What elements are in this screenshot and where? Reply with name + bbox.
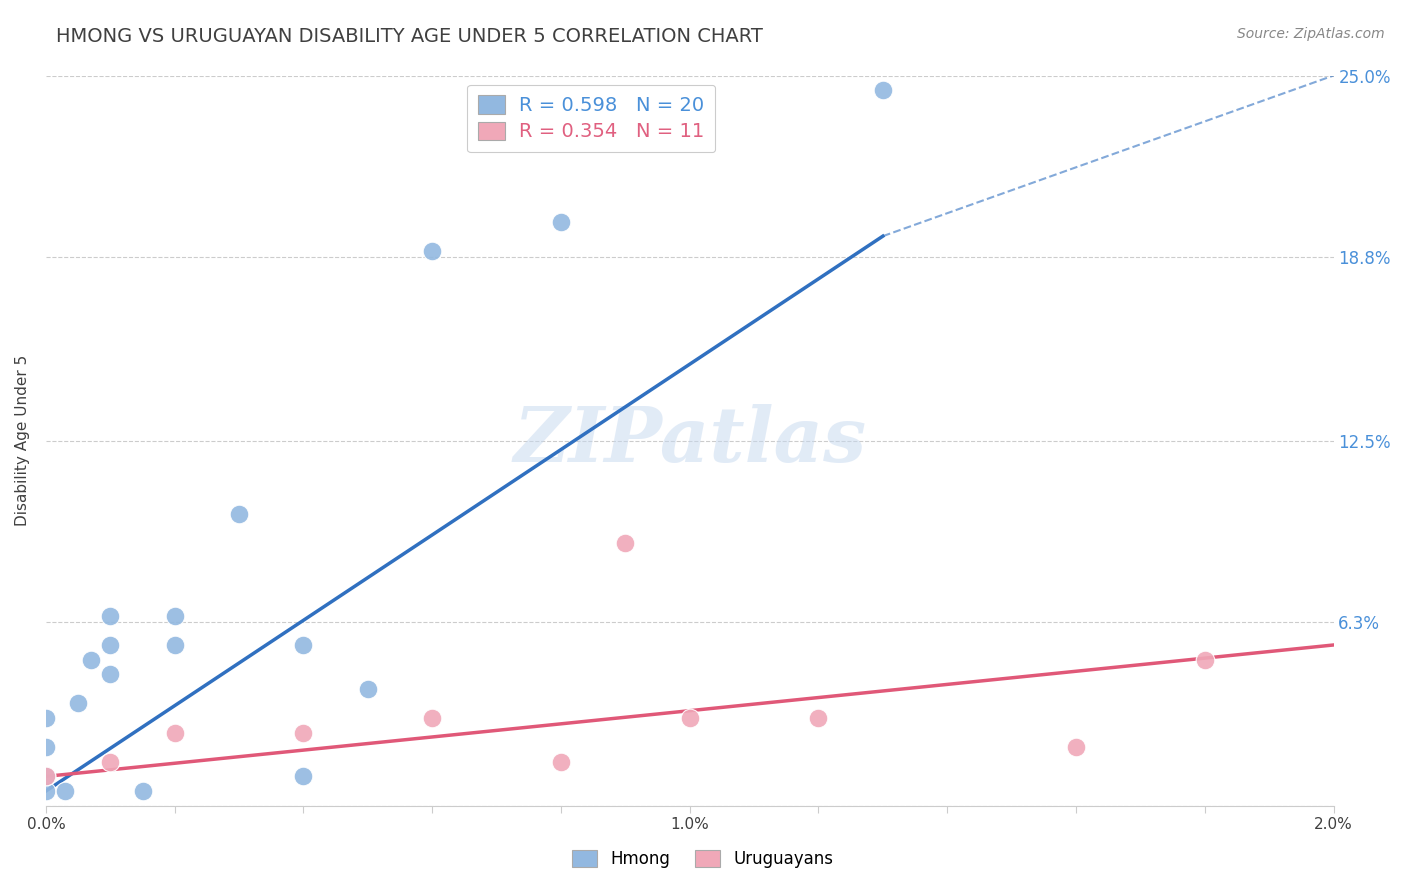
Legend: R = 0.598   N = 20, R = 0.354   N = 11: R = 0.598 N = 20, R = 0.354 N = 11	[467, 85, 716, 153]
Point	[550, 755, 572, 769]
Point	[807, 711, 830, 725]
Text: HMONG VS URUGUAYAN DISABILITY AGE UNDER 5 CORRELATION CHART: HMONG VS URUGUAYAN DISABILITY AGE UNDER …	[56, 27, 763, 45]
Point	[1064, 740, 1087, 755]
Point	[35, 769, 58, 783]
Point	[131, 784, 153, 798]
Point	[357, 681, 380, 696]
Point	[163, 725, 186, 739]
Y-axis label: Disability Age Under 5: Disability Age Under 5	[15, 355, 30, 526]
Point	[35, 769, 58, 783]
Point	[420, 711, 443, 725]
Point	[228, 507, 250, 521]
Text: ZIPatlas: ZIPatlas	[513, 403, 866, 477]
Point	[292, 769, 315, 783]
Point	[163, 638, 186, 652]
Point	[35, 711, 58, 725]
Point	[163, 608, 186, 623]
Point	[67, 697, 90, 711]
Point	[98, 755, 121, 769]
Point	[98, 638, 121, 652]
Point	[53, 784, 76, 798]
Point	[1194, 652, 1216, 666]
Point	[98, 608, 121, 623]
Point	[35, 740, 58, 755]
Text: Source: ZipAtlas.com: Source: ZipAtlas.com	[1237, 27, 1385, 41]
Point	[80, 652, 103, 666]
Point	[420, 244, 443, 258]
Point	[292, 725, 315, 739]
Legend: Hmong, Uruguayans: Hmong, Uruguayans	[565, 843, 841, 875]
Point	[292, 638, 315, 652]
Point	[614, 535, 637, 549]
Point	[872, 83, 894, 97]
Point	[35, 784, 58, 798]
Point	[679, 711, 702, 725]
Point	[98, 667, 121, 681]
Point	[550, 214, 572, 228]
